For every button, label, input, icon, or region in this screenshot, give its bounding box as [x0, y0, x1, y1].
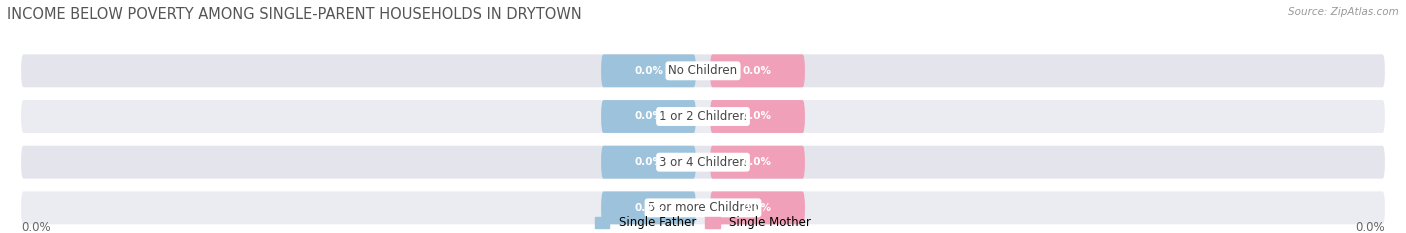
FancyBboxPatch shape: [21, 192, 1385, 224]
FancyBboxPatch shape: [21, 100, 1385, 133]
Text: Source: ZipAtlas.com: Source: ZipAtlas.com: [1288, 7, 1399, 17]
Text: 0.0%: 0.0%: [742, 203, 772, 213]
FancyBboxPatch shape: [602, 146, 696, 179]
Text: 0.0%: 0.0%: [21, 221, 51, 233]
Text: 0.0%: 0.0%: [742, 66, 772, 76]
Text: No Children: No Children: [668, 64, 738, 77]
Text: 0.0%: 0.0%: [742, 157, 772, 167]
FancyBboxPatch shape: [602, 100, 696, 133]
Text: 0.0%: 0.0%: [634, 112, 664, 121]
Text: 3 or 4 Children: 3 or 4 Children: [659, 156, 747, 169]
Text: 5 or more Children: 5 or more Children: [648, 201, 758, 214]
FancyBboxPatch shape: [21, 54, 1385, 87]
FancyBboxPatch shape: [602, 54, 696, 87]
FancyBboxPatch shape: [710, 192, 804, 224]
Text: 0.0%: 0.0%: [634, 203, 664, 213]
FancyBboxPatch shape: [602, 192, 696, 224]
Text: 0.0%: 0.0%: [1355, 221, 1385, 233]
Legend: Single Father, Single Mother: Single Father, Single Mother: [595, 216, 811, 230]
Text: INCOME BELOW POVERTY AMONG SINGLE-PARENT HOUSEHOLDS IN DRYTOWN: INCOME BELOW POVERTY AMONG SINGLE-PARENT…: [7, 7, 582, 22]
FancyBboxPatch shape: [710, 146, 804, 179]
Text: 0.0%: 0.0%: [634, 157, 664, 167]
FancyBboxPatch shape: [21, 146, 1385, 179]
Text: 1 or 2 Children: 1 or 2 Children: [659, 110, 747, 123]
FancyBboxPatch shape: [710, 100, 804, 133]
FancyBboxPatch shape: [710, 54, 804, 87]
Text: 0.0%: 0.0%: [742, 112, 772, 121]
Text: 0.0%: 0.0%: [634, 66, 664, 76]
